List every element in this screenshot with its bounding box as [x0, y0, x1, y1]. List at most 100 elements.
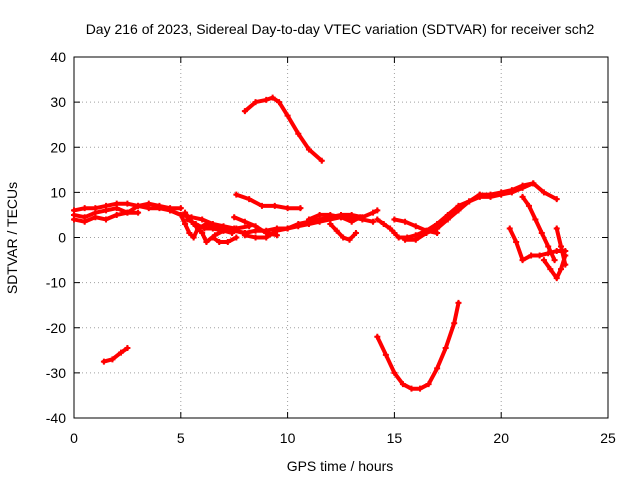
y-tick-label: 10 — [50, 184, 66, 200]
data-point — [81, 205, 88, 212]
data-point — [455, 299, 462, 306]
data-point — [395, 234, 402, 241]
data-point — [348, 211, 355, 218]
data-point — [391, 369, 398, 376]
data-point — [525, 202, 532, 209]
data-point — [190, 234, 197, 241]
data-point — [203, 220, 210, 227]
data-point — [327, 211, 334, 218]
y-tick-label: -40 — [46, 410, 66, 426]
data-point — [442, 345, 449, 352]
data-point — [408, 385, 415, 392]
data-point — [466, 198, 473, 205]
data-point — [487, 191, 494, 198]
x-tick-label: 25 — [600, 430, 616, 446]
data-point — [233, 191, 240, 198]
data-point — [71, 216, 77, 223]
data-point — [135, 202, 142, 209]
data-point — [558, 266, 565, 273]
data-point — [297, 205, 304, 212]
data-point — [476, 191, 483, 198]
data-point — [271, 202, 278, 209]
data-point — [318, 157, 325, 164]
data-point — [553, 275, 560, 282]
data-point — [203, 239, 210, 246]
data-point — [338, 214, 344, 221]
data-point — [71, 207, 77, 214]
data-point — [391, 229, 398, 236]
data-point — [370, 218, 377, 225]
y-tick-label: 40 — [50, 49, 66, 65]
data-point — [434, 229, 441, 236]
data-point — [451, 320, 458, 327]
data-point — [113, 200, 120, 207]
data-point — [124, 200, 131, 207]
data-point — [498, 189, 505, 196]
data-point — [167, 207, 174, 214]
y-tick-label: -10 — [46, 275, 66, 291]
data-point — [92, 205, 99, 212]
series-arc-small-neg — [101, 346, 130, 364]
data-point — [402, 218, 409, 225]
data-point — [553, 196, 560, 203]
data-point — [513, 239, 520, 246]
series-arc-morning-pos — [242, 95, 324, 163]
chart-title: Day 216 of 2023, Sidereal Day-to-day VTE… — [86, 21, 595, 37]
data-point — [241, 108, 248, 115]
data-point — [305, 146, 312, 153]
data-point — [528, 252, 535, 259]
data-point — [374, 333, 381, 340]
x-tick-label: 0 — [70, 430, 78, 446]
data-point — [562, 261, 569, 268]
data-point — [553, 225, 560, 232]
data-point — [417, 385, 424, 392]
data-point — [269, 94, 276, 101]
y-tick-label: -20 — [46, 320, 66, 336]
data-point — [273, 232, 280, 239]
y-tick-label: 0 — [58, 230, 66, 246]
data-point — [370, 209, 377, 216]
data-point — [444, 216, 451, 223]
data-point — [352, 229, 359, 236]
data-point — [530, 180, 537, 187]
data-point — [252, 223, 259, 230]
data-point — [231, 214, 238, 221]
data-point — [540, 189, 547, 196]
data-point — [182, 220, 189, 227]
y-tick-label: 20 — [50, 139, 66, 155]
data-point — [241, 232, 248, 239]
data-point — [192, 220, 199, 227]
data-point — [380, 220, 387, 227]
data-point — [506, 225, 513, 232]
data-point — [231, 227, 238, 234]
data-point — [216, 239, 223, 246]
data-point — [551, 257, 558, 264]
x-axis-label: GPS time / hours — [287, 458, 394, 474]
x-tick-label: 5 — [177, 430, 185, 446]
series-arc-dip-3 — [210, 235, 239, 244]
series-arc-upper-short — [234, 192, 303, 211]
data-point — [348, 218, 355, 225]
data-point — [374, 216, 381, 223]
data-point — [295, 220, 302, 227]
data-point — [182, 209, 189, 216]
data-point — [455, 207, 462, 214]
data-point — [252, 99, 259, 106]
data-point — [276, 99, 283, 106]
data-point — [508, 187, 515, 194]
axis-ticks: 0 5 10 15 20 25 -40 -30 -20 -10 0 10 20 30 40 — [46, 49, 616, 446]
data-point — [135, 209, 142, 216]
data-point — [284, 205, 291, 212]
data-point — [145, 200, 152, 207]
data-point — [124, 345, 131, 352]
data-point — [391, 216, 398, 223]
data-point — [305, 216, 312, 223]
data-point — [199, 229, 206, 236]
data-point — [113, 211, 120, 218]
data-point — [545, 250, 552, 257]
data-point — [519, 182, 526, 189]
data-point — [124, 209, 131, 216]
data-point — [100, 358, 107, 365]
data-point — [540, 257, 547, 264]
